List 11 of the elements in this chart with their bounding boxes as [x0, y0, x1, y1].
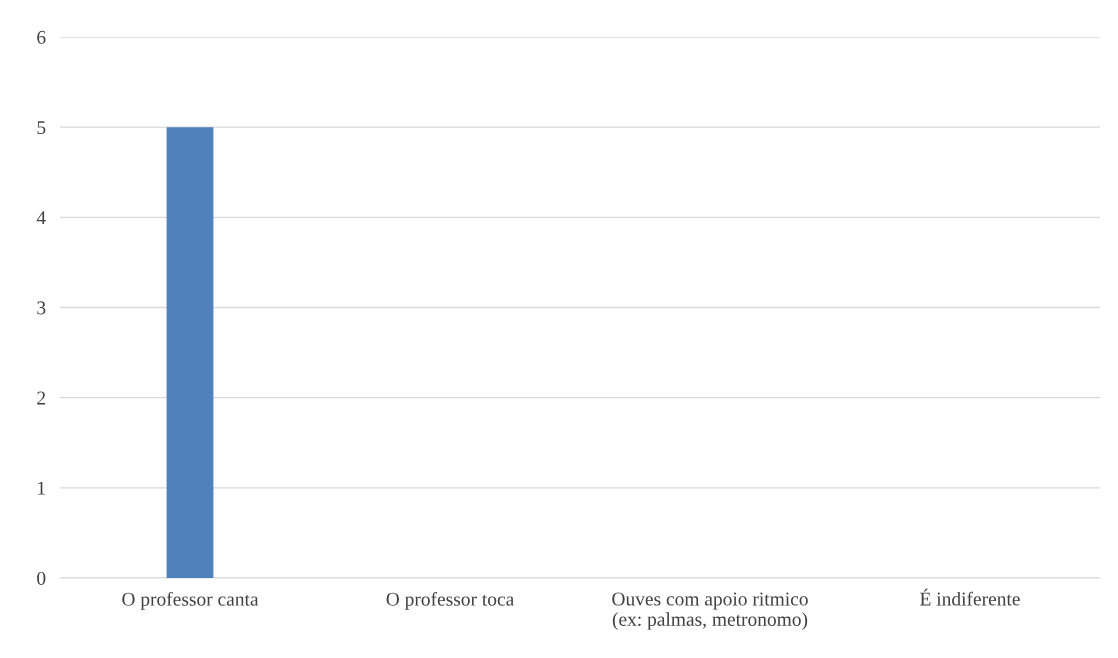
y-tick-label: 4	[36, 211, 46, 225]
y-tick-label: 0	[37, 571, 46, 585]
x-tick-label: Ouves com apoio ritmico (ex: palmas, metronomo)	[612, 592, 808, 630]
y-tick-label: 5	[37, 121, 46, 135]
y-tick-label: 2	[37, 391, 46, 405]
x-tick-label: É indiferente	[920, 588, 1020, 606]
y-tick-label: 3	[37, 301, 46, 315]
y-tick-label: 1	[38, 481, 45, 495]
x-tick-label: O professor canta	[122, 591, 259, 610]
x-tick-label: O professor toca	[386, 591, 514, 610]
y-tick-label: 6	[37, 30, 46, 44]
